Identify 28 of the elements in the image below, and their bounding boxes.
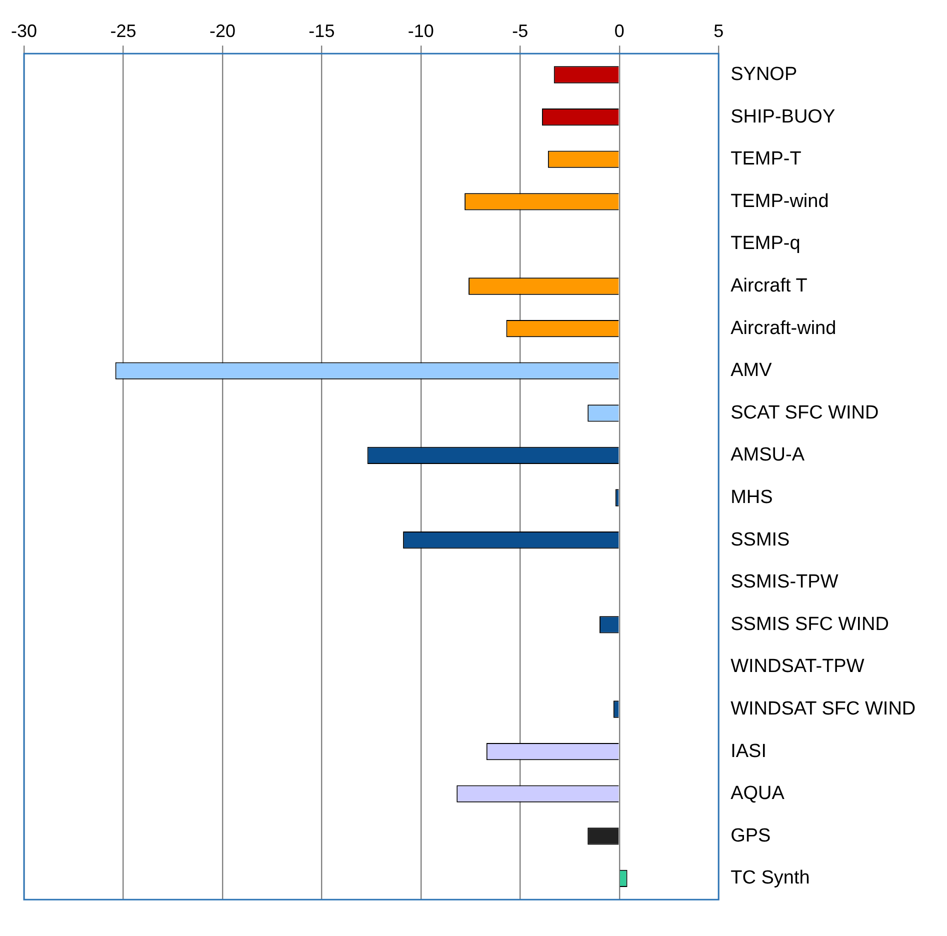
x-tick-label: -10 xyxy=(408,20,434,41)
x-tick-label: -20 xyxy=(209,20,236,41)
y-tick-label: SSMIS-TPW xyxy=(730,572,838,593)
x-tick-label: -15 xyxy=(308,20,335,41)
y-tick-label: TC Synth xyxy=(730,868,810,889)
y-tick-label: MHS xyxy=(730,486,773,508)
x-tick-label: 5 xyxy=(714,20,724,41)
y-tick-label: AQUA xyxy=(730,783,785,804)
y-tick-label: IASI xyxy=(730,740,766,762)
x-tick-label: -5 xyxy=(512,20,528,41)
y-tick-label: SCAT SFC WIND xyxy=(730,402,879,424)
y-tick-label: GPS xyxy=(730,825,771,846)
y-tick-label: SSMIS SFC WIND xyxy=(730,614,889,635)
y-tick-label: TEMP-wind xyxy=(730,190,829,212)
y-tick-label: Aircraft T xyxy=(730,275,808,296)
y-tick-label: AMV xyxy=(730,360,772,382)
x-tick-label: -30 xyxy=(11,20,38,41)
y-tick-label: Aircraft-wind xyxy=(730,318,836,339)
y-tick-label: TEMP-T xyxy=(730,148,802,170)
y-tick-label: SHIP-BUOY xyxy=(730,106,836,128)
y-tick-label: AMSU-A xyxy=(730,444,805,466)
y-tick-label: TEMP-q xyxy=(730,233,800,254)
y-tick-label: SYNOP xyxy=(730,64,798,85)
y-tick-label: WINDSAT SFC WIND xyxy=(730,698,916,720)
y-tick-label: WINDSAT-TPW xyxy=(730,656,864,678)
x-tick-label: 0 xyxy=(614,20,624,41)
y-tick-label: SSMIS xyxy=(730,529,790,550)
x-tick-label: -25 xyxy=(110,20,136,41)
